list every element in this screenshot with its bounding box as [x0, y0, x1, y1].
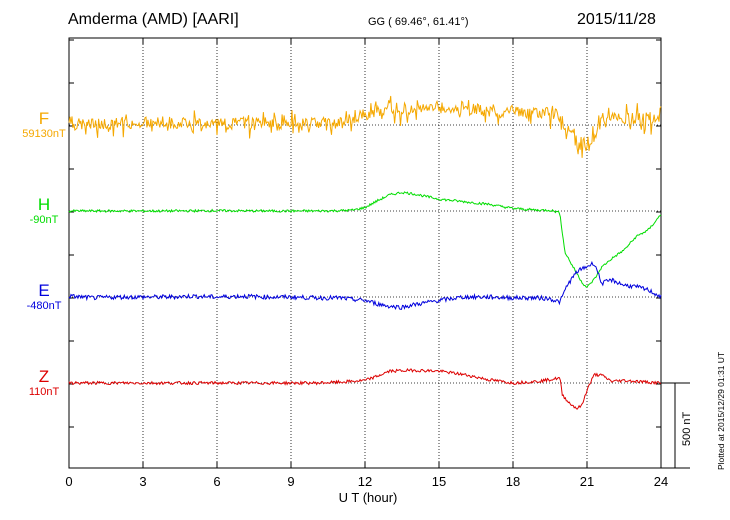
component-h-baseline: -90nT	[29, 214, 59, 226]
x-tick-label: 12	[357, 474, 373, 489]
component-h-label: H -90nT	[14, 196, 74, 227]
plotted-timestamp: Plotted at 2015/12/29 01:31 UT	[716, 351, 726, 470]
component-f-name: F	[38, 109, 50, 128]
scale-bar	[661, 382, 690, 469]
station-title: Amderma (AMD) [AARI]	[68, 11, 239, 28]
component-z-baseline: 110nT	[28, 386, 60, 398]
data-traces	[68, 95, 662, 410]
trace-e	[68, 260, 662, 310]
x-tick-label: 15	[431, 474, 447, 489]
x-tick-label: 18	[505, 474, 521, 489]
grid-lines	[142, 38, 588, 468]
geographic-coordinates: GG ( 69.46°, 61.41°)	[368, 16, 469, 28]
trace-z	[68, 368, 662, 410]
x-tick-label: 6	[213, 474, 221, 489]
x-tick-label: 9	[287, 474, 295, 489]
component-e-label: E -480nT	[14, 282, 74, 313]
component-z-label: Z 110nT	[14, 368, 74, 399]
trace-f	[68, 95, 662, 158]
scale-bar-label: 500 nT	[681, 411, 693, 446]
x-tick-label: 3	[139, 474, 147, 489]
observation-date: 2015/11/28	[577, 11, 656, 28]
tick-marks	[68, 38, 662, 468]
component-e-baseline: -480nT	[26, 300, 62, 312]
component-f-label: F 59130nT	[14, 110, 74, 141]
component-e-name: E	[38, 281, 50, 300]
plot-frame	[68, 37, 662, 469]
trace-h	[68, 191, 662, 288]
x-tick-label: 24	[653, 474, 669, 489]
x-tick-label: 0	[65, 474, 73, 489]
x-tick-label: 21	[579, 474, 595, 489]
x-axis-title: U T (hour)	[338, 490, 398, 505]
component-f-baseline: 59130nT	[22, 128, 66, 140]
component-z-name: Z	[38, 367, 50, 386]
component-h-name: H	[37, 195, 51, 214]
